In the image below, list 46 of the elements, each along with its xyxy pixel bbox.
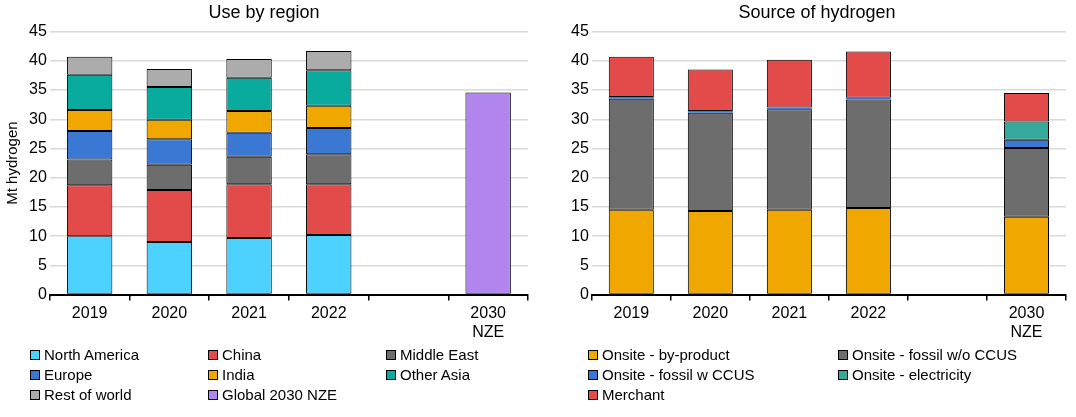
y-tick-label: 25 — [571, 138, 589, 156]
x-tick-label: 2030 NZE — [470, 303, 507, 340]
y-tick-label: 25 — [29, 138, 47, 156]
legend-label: Onsite - fossil w CCUS — [602, 365, 755, 385]
y-tick-label: 45 — [571, 22, 589, 40]
x-tick-label: 2021 — [231, 303, 267, 321]
legend-label: Onsite - fossil w/o CCUS — [852, 345, 1018, 365]
legend-label: India — [222, 365, 255, 385]
x-tick-label: 2020 — [692, 303, 729, 321]
y-tick-label: 30 — [571, 109, 589, 127]
y-tick-label: 15 — [29, 197, 47, 215]
x-tick-label: 2021 — [771, 303, 808, 321]
legend-label: Onsite - electricity — [852, 365, 972, 385]
x-tick-label: 2030 NZE — [1008, 303, 1045, 340]
y-tick-label: 10 — [29, 226, 47, 244]
legend-label: North America — [44, 345, 140, 365]
chart-title: Source of hydrogen — [738, 1, 896, 22]
x-tick-label: 2022 — [850, 303, 887, 321]
y-tick-label: 0 — [579, 285, 589, 303]
chart-title: Use by region — [208, 1, 320, 22]
legend-label: Other Asia — [400, 365, 471, 385]
y-tick-label: 35 — [571, 80, 589, 98]
legend-label: Rest of world — [44, 385, 132, 405]
y-tick-label: 15 — [571, 197, 589, 215]
x-tick-label: 2020 — [151, 303, 188, 321]
y-tick-label: 10 — [571, 226, 589, 244]
y-tick-label: 0 — [37, 285, 47, 303]
y-tick-label: 20 — [571, 168, 589, 186]
legend-label: Middle East — [400, 345, 479, 365]
legend-label: Merchant — [602, 385, 665, 405]
legend-label: Onsite - by-product — [602, 345, 730, 365]
x-tick-label: 2019 — [71, 303, 108, 321]
y-tick-label: 40 — [571, 51, 589, 69]
x-tick-label: 2019 — [613, 303, 650, 321]
y-tick-label: 5 — [37, 255, 47, 273]
y-tick-label: 30 — [29, 109, 47, 127]
legend-label: Europe — [44, 365, 93, 385]
y-tick-label: 5 — [579, 255, 589, 273]
y-axis-title: Mt hydrogen — [3, 121, 21, 205]
y-tick-label: 20 — [29, 168, 47, 186]
legend-label: Global 2030 NZE — [222, 385, 338, 405]
y-tick-label: 35 — [29, 80, 47, 98]
legend-label: China — [222, 345, 262, 365]
y-tick-label: 40 — [29, 51, 47, 69]
y-tick-label: 45 — [29, 22, 47, 40]
x-tick-label: 2022 — [310, 303, 347, 321]
